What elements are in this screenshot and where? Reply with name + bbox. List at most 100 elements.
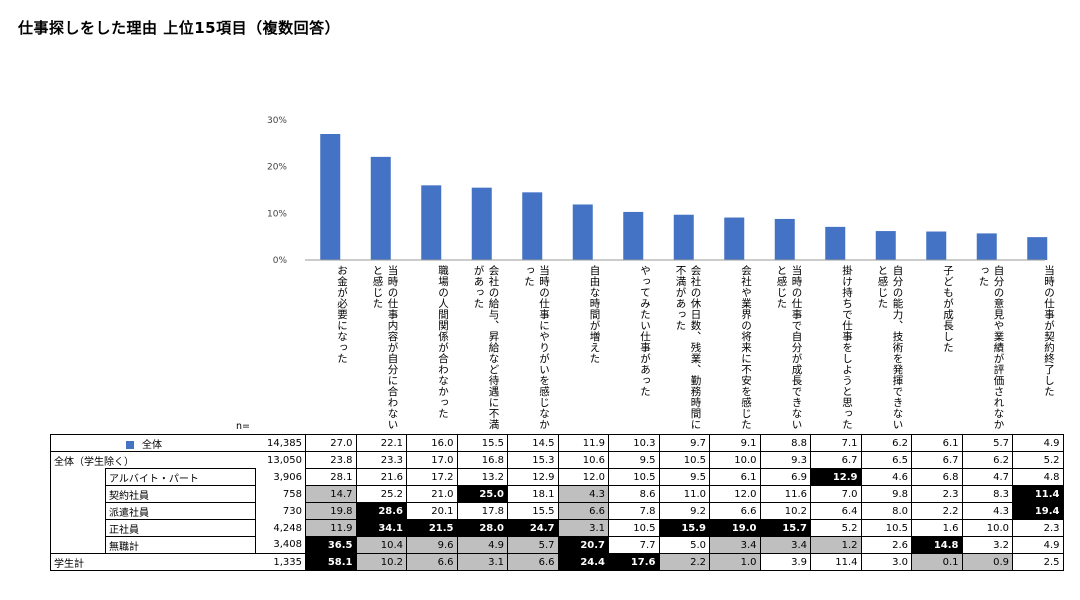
legend-swatch [126, 440, 134, 449]
row-label: 学生計 [50, 553, 256, 571]
category-label: 子どもが成長した [942, 265, 954, 353]
table-cell: 23.3 [355, 451, 407, 469]
category-label: 会社の休日数、残業、勤務時間に不満があった [674, 265, 702, 430]
table-cell: 20.7 [557, 536, 609, 554]
table-row: 学生計 1,335 58.1 10.2 6.6 3.1 6.6 24.4 17.6 2.2 1.0 3… [50, 553, 1064, 571]
table-cell: 3.4 [759, 536, 811, 554]
table-cell: 9.1 [709, 434, 761, 452]
table-cell: 6.1 [911, 434, 963, 452]
bar [1027, 237, 1048, 260]
table-cell: 17.6 [608, 553, 660, 571]
table-cell: 15.3 [507, 451, 559, 469]
table-cell: 7.0 [810, 485, 862, 503]
table-cell: 7.8 [608, 502, 660, 520]
table-cell: 15.5 [456, 434, 508, 452]
row-indent [50, 536, 106, 554]
bar [774, 218, 795, 260]
table-cell: 2.5 [1012, 553, 1064, 571]
table-cell: 6.2 [961, 451, 1013, 469]
table-cell: 12.9 [507, 468, 559, 486]
table-cell: 6.7 [810, 451, 862, 469]
category-label: 会社の給与、昇給など待遇に不満があった [472, 265, 500, 430]
table-cell: 5.0 [658, 536, 710, 554]
table-cell: 10.5 [658, 451, 710, 469]
table-cell: 9.5 [658, 468, 710, 486]
table-cell: 5.2 [810, 519, 862, 537]
category-label: 自分の能力、技術を発揮できないと感じた [876, 265, 904, 430]
category-label: 当時の仕事内容が自分に合わないと感じた [371, 265, 399, 430]
category-label: お金が必要になった [336, 265, 348, 364]
table-cell: 6.9 [759, 468, 811, 486]
legend-label: 全体 [142, 439, 162, 451]
table-cell: 21.0 [406, 485, 458, 503]
table-cell: 19.0 [709, 519, 761, 537]
table-cell: 17.0 [406, 451, 458, 469]
table-cell: 10.5 [860, 519, 912, 537]
bar [522, 192, 543, 260]
row-n: 3,906 [273, 471, 302, 483]
bar [623, 211, 644, 260]
table-cell: 2.6 [860, 536, 912, 554]
table-cell: 6.8 [911, 468, 963, 486]
row-label: 正社員 [105, 519, 256, 537]
bar-series [320, 134, 1048, 260]
table-cell: 12.0 [557, 468, 609, 486]
row-n: 14,385 [255, 434, 306, 452]
row-n: 4,248 [273, 522, 302, 534]
category-label: 当時の仕事で自分が成長できないと感じた [775, 265, 803, 430]
table-cell: 10.4 [355, 536, 407, 554]
table-cell: 18.1 [507, 485, 559, 503]
table-row: 契約社員 758 14.7 25.2 21.0 25.0 18.1 4.3 8.6 11.0 12.… [50, 485, 1064, 503]
category-label: 職場の人間関係が合わなかった [437, 265, 449, 419]
table-cell: 21.5 [406, 519, 458, 537]
table-cell: 17.2 [406, 468, 458, 486]
table-cell: 7.1 [810, 434, 862, 452]
table-cell: 17.8 [456, 502, 508, 520]
table-cell: 14.7 [305, 485, 357, 503]
table-cell: 4.9 [456, 536, 508, 554]
table-cell: 2.2 [911, 502, 963, 520]
row-indent [50, 468, 106, 486]
table-cell: 8.8 [759, 434, 811, 452]
table-cell: 20.1 [406, 502, 458, 520]
table-cell: 3.0 [860, 553, 912, 571]
row-n: 3,408 [273, 539, 302, 551]
category-label: 当時の仕事が契約終了した [1043, 265, 1055, 397]
table-cell: 2.3 [911, 485, 963, 503]
table-cell: 9.7 [658, 434, 710, 452]
table-cell: 16.0 [406, 434, 458, 452]
table-cell: 9.5 [608, 451, 660, 469]
chart-title: 仕事探しをした理由 上位15項目（複数回答） [18, 19, 341, 37]
table-cell: 9.2 [658, 502, 710, 520]
table-cell: 16.8 [456, 451, 508, 469]
table-cell: 15.9 [658, 519, 710, 537]
bar [471, 187, 492, 260]
table-cell: 24.4 [557, 553, 609, 571]
table-row: 全体（学生除く） 13,050 23.8 23.3 17.0 16.8 15.3 10.6 9.… [50, 451, 1064, 469]
table-cell: 5.7 [507, 536, 559, 554]
table-cell: 12.0 [709, 485, 761, 503]
bar [926, 231, 947, 260]
row-label: 全体（学生除く） [50, 451, 256, 469]
table-cell: 10.2 [355, 553, 407, 571]
bar [976, 233, 997, 260]
table-cell: 8.6 [608, 485, 660, 503]
table-cell: 11.0 [658, 485, 710, 503]
table-cell: 6.6 [557, 502, 609, 520]
table-cell: 6.1 [709, 468, 761, 486]
table-cell: 28.1 [305, 468, 357, 486]
table-cell: 4.9 [1012, 536, 1064, 554]
table-cell: 19.4 [1012, 502, 1064, 520]
table-cell: 7.7 [608, 536, 660, 554]
table-cell: 27.0 [305, 434, 357, 452]
category-label: やってみたい仕事があった [639, 265, 651, 397]
table-row: 無職計 3,408 36.5 10.4 9.6 4.9 5.7 20.7 7.7 5.0 3.4 3.… [50, 536, 1064, 554]
table-cell: 14.5 [507, 434, 559, 452]
table-cell: 24.7 [507, 519, 559, 537]
table-cell: 10.5 [608, 519, 660, 537]
table-cell: 11.9 [305, 519, 357, 537]
table-cell: 11.6 [759, 485, 811, 503]
table-cell: 15.5 [507, 502, 559, 520]
table-row: 正社員 4,248 11.9 34.1 21.5 28.0 24.7 3.1 10.5 15.9 1… [50, 519, 1064, 537]
row-label: 派遣社員 [105, 502, 256, 520]
